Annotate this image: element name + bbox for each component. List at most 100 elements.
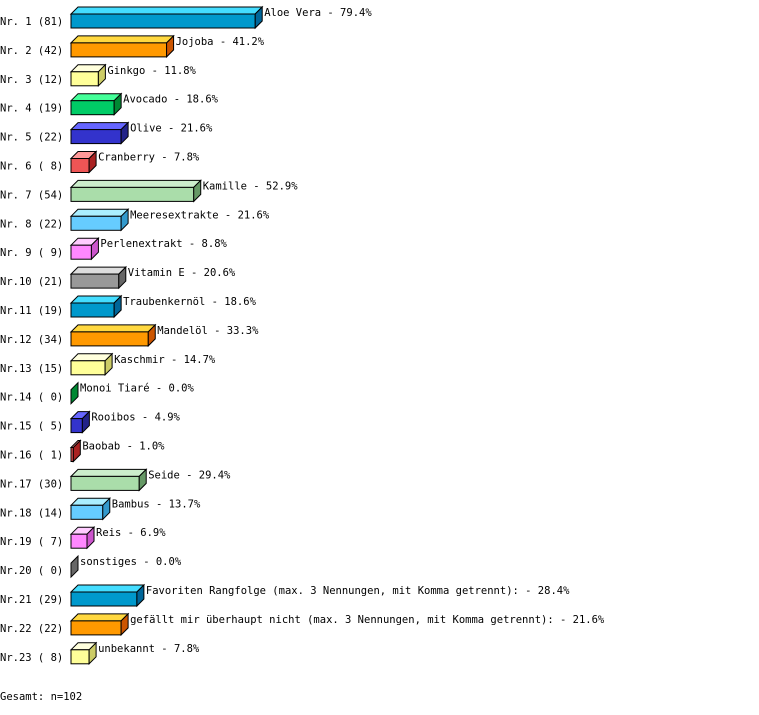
bar-side <box>88 150 97 174</box>
bar-top <box>69 584 146 593</box>
bar-top <box>69 6 264 15</box>
bar <box>70 42 168 58</box>
bar <box>70 129 122 145</box>
bar-top <box>69 35 175 44</box>
bar-side <box>70 554 79 579</box>
bar <box>70 158 90 173</box>
row-label: Nr. 8 (22) <box>0 218 63 230</box>
row-label: Nr. 4 (19) <box>0 103 63 115</box>
bar <box>70 215 122 231</box>
value-label: Aloe Vera - 79.4% <box>264 7 372 19</box>
bar <box>70 533 88 549</box>
bar-side <box>72 439 81 463</box>
bar <box>70 360 106 376</box>
bar-top <box>69 122 130 131</box>
row-label: Nr. 5 (22) <box>0 132 63 144</box>
bar-top <box>69 295 123 304</box>
bar-side <box>81 410 90 434</box>
bar-side <box>70 381 79 405</box>
bar <box>70 186 195 202</box>
row-label: Nr.11 (19) <box>0 305 63 317</box>
bar-side <box>113 294 122 319</box>
row-label: Nr.13 (15) <box>0 363 63 375</box>
row-label: Nr.18 (14) <box>0 507 63 519</box>
bar-side <box>193 179 202 203</box>
row-label: Nr. 7 (54) <box>0 189 63 201</box>
value-label: Olive - 21.6% <box>130 123 213 135</box>
bar-side <box>102 497 111 521</box>
value-label: gefällt mir überhaupt nicht (max. 3 Nenn… <box>130 614 605 626</box>
row-label: Nr.12 (34) <box>0 334 63 346</box>
bar-top <box>69 208 130 217</box>
value-label: Reis - 6.9% <box>96 527 166 539</box>
bar-side <box>120 121 129 145</box>
bar <box>70 331 149 347</box>
value-label: Vitamin E - 20.6% <box>128 267 236 279</box>
value-label: Seide - 29.4% <box>148 469 231 481</box>
value-label: Jojoba - 41.2% <box>176 36 265 48</box>
bar <box>70 620 122 636</box>
row-label: Nr.16 ( 1) <box>0 450 63 462</box>
value-label: Perlenextrakt - 8.8% <box>100 238 227 250</box>
bar <box>70 244 92 260</box>
bar-side <box>254 5 263 30</box>
bar <box>70 71 99 87</box>
row-label: Nr.22 (22) <box>0 623 63 635</box>
bar-side <box>97 63 106 88</box>
row-label: Nr.14 ( 0) <box>0 392 63 404</box>
bar <box>70 649 90 665</box>
row-label: Nr.19 ( 7) <box>0 536 63 548</box>
bar-side <box>88 641 97 666</box>
bar <box>70 504 104 520</box>
value-label: Favoriten Rangfolge (max. 3 Nennungen, m… <box>146 585 570 597</box>
row-label: Nr.21 (29) <box>0 594 63 606</box>
value-label: Monoi Tiaré - 0.0% <box>80 383 194 395</box>
row-label: Nr.17 (30) <box>0 478 63 490</box>
bar-side <box>166 34 175 59</box>
bar-top <box>69 93 123 102</box>
value-label: Meeresextrakte - 21.6% <box>130 209 270 221</box>
value-label: Kaschmir - 14.7% <box>114 354 216 366</box>
row-label: Nr. 6 ( 8) <box>0 161 63 173</box>
bar-side <box>138 468 147 492</box>
bar-top <box>69 266 127 275</box>
row-label: Nr. 9 ( 9) <box>0 247 63 259</box>
bar-side <box>118 265 127 290</box>
bar-side <box>120 612 129 637</box>
bar <box>70 273 120 289</box>
bar <box>70 475 140 491</box>
bar-side <box>147 323 156 348</box>
row-label: Nr.15 ( 5) <box>0 421 63 433</box>
row-label: Nr.20 ( 0) <box>0 565 63 577</box>
row-label: Nr. 1 (81) <box>0 16 63 28</box>
value-label: Ginkgo - 11.8% <box>107 65 196 77</box>
bar-side <box>104 352 113 377</box>
value-label: Rooibos - 4.9% <box>91 412 180 424</box>
bar <box>70 13 256 29</box>
bar-top <box>69 468 148 477</box>
bar-top <box>69 613 130 622</box>
value-label: sonstiges - 0.0% <box>80 556 182 568</box>
bar-side <box>113 92 122 116</box>
row-label: Nr.23 ( 8) <box>0 652 63 664</box>
value-label: unbekannt - 7.8% <box>98 643 200 655</box>
bar <box>70 418 83 434</box>
bar-side <box>86 525 95 550</box>
value-label: Kamille - 52.9% <box>203 180 299 192</box>
value-label: Traubenkernöl - 18.6% <box>123 296 256 308</box>
footer-total: Gesamt: n=102 <box>0 691 83 703</box>
bar-side <box>120 208 129 232</box>
value-label: Bambus - 13.7% <box>112 498 201 510</box>
bar-side <box>136 583 145 608</box>
row-label: Nr. 3 (12) <box>0 74 63 86</box>
value-label: Cranberry - 7.8% <box>98 152 200 164</box>
bar-top <box>69 179 202 188</box>
value-label: Avocado - 18.6% <box>123 94 219 106</box>
row-label: Nr. 2 (42) <box>0 45 63 57</box>
bar-side <box>90 236 99 261</box>
bar-top <box>69 324 157 333</box>
row-label: Nr.10 (21) <box>0 276 63 288</box>
bar <box>70 302 115 318</box>
bar <box>70 591 138 607</box>
